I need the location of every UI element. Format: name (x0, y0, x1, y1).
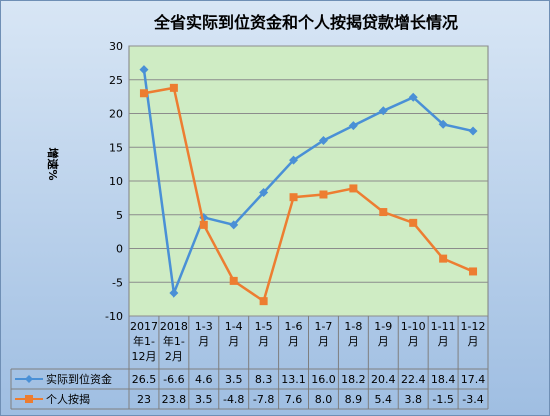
y-tick-label: -10 (105, 310, 123, 323)
data-point (229, 220, 239, 230)
x-tick-label: 2017 (130, 320, 158, 333)
data-point (349, 184, 358, 193)
legend-key-marker (25, 375, 33, 383)
x-tick-label: 月 (468, 335, 479, 348)
data-point (409, 218, 418, 227)
y-tick-label: 15 (109, 141, 123, 154)
data-point (318, 136, 328, 145)
x-tick-label: 月 (318, 335, 329, 348)
y-tick-label: 10 (109, 175, 123, 188)
x-tick-label: 1-10 (401, 320, 426, 333)
data-table-value: 17.4 (461, 373, 486, 386)
data-table-value: 3.5 (225, 373, 243, 386)
y-tick-label: -5 (112, 276, 123, 289)
y-axis-label: 增速% (46, 147, 60, 180)
data-point (348, 121, 358, 131)
x-tick-label: 月 (408, 335, 419, 348)
data-table-value: 20.4 (371, 373, 396, 386)
data-point (169, 288, 179, 298)
x-tick-label: 1-7 (314, 320, 332, 333)
series-line (143, 86, 474, 304)
x-tick-label: 1-12 (461, 320, 486, 333)
x-tick-label: 2月 (165, 350, 183, 363)
legend-entry: 个人按揭 (46, 392, 90, 406)
data-point (319, 190, 328, 199)
data-table-value: -7.8 (253, 393, 274, 406)
data-table-value: 13.1 (281, 373, 306, 386)
x-tick-label: 1-4 (225, 320, 243, 333)
data-table-value: 5.4 (375, 393, 393, 406)
data-table-value: 3.5 (195, 393, 213, 406)
data-table-value: 26.5 (132, 373, 157, 386)
data-table-value: 23.8 (162, 393, 187, 406)
data-table-value: 4.6 (195, 373, 213, 386)
y-tick-label: 25 (109, 74, 123, 87)
x-tick-label: 月 (198, 335, 209, 348)
x-tick-label: 12月 (131, 350, 156, 363)
data-table-value: 7.6 (285, 393, 303, 406)
data-point (139, 89, 148, 98)
data-point (439, 254, 448, 263)
data-point (408, 92, 418, 102)
legend-key-marker (25, 395, 33, 403)
data-table-value: 23 (137, 393, 151, 406)
x-tick-label: 1-8 (344, 320, 362, 333)
x-tick-label: 月 (438, 335, 449, 348)
data-point (259, 297, 268, 306)
chart-title: 全省实际到位资金和个人按揭贷款增长情况 (153, 13, 458, 32)
x-tick-label: 1-11 (431, 320, 456, 333)
data-table-value: -6.6 (163, 373, 184, 386)
data-table-value: -3.4 (462, 393, 483, 406)
x-tick-label: 月 (258, 335, 269, 348)
data-table-value: 8.0 (315, 393, 333, 406)
x-tick-label: 2018 (160, 320, 188, 333)
data-point (289, 193, 298, 202)
x-tick-label: 1-3 (195, 320, 213, 333)
data-point (139, 65, 149, 75)
y-tick-label: 0 (116, 243, 123, 256)
data-point (259, 187, 269, 197)
x-tick-label: 月 (228, 335, 239, 348)
data-table-value: -1.5 (432, 393, 453, 406)
data-table-value: 16.0 (311, 373, 336, 386)
data-table-value: 22.4 (401, 373, 426, 386)
x-tick-label: 年1- (133, 334, 155, 348)
data-table-value: 3.8 (404, 393, 422, 406)
y-tick-label: 20 (109, 108, 123, 121)
data-point (378, 106, 388, 116)
data-point (379, 208, 388, 217)
data-point (199, 220, 208, 229)
data-point (229, 276, 238, 285)
legend-entry: 实际到位资金 (46, 372, 112, 386)
data-table-value: 18.4 (431, 373, 456, 386)
x-tick-label: 年1- (163, 334, 185, 348)
x-tick-label: 月 (378, 335, 389, 348)
x-tick-label: 1-5 (255, 320, 273, 333)
y-tick-label: 5 (116, 209, 123, 222)
data-point (289, 155, 299, 165)
data-point (469, 267, 478, 276)
series-line (142, 69, 474, 298)
y-tick-label: 30 (109, 40, 123, 53)
data-point (438, 119, 448, 129)
x-tick-label: 月 (348, 335, 359, 348)
x-tick-label: 月 (288, 335, 299, 348)
data-table-value: 8.9 (345, 393, 363, 406)
data-table-value: 8.3 (255, 373, 273, 386)
data-table-value: -4.8 (223, 393, 244, 406)
data-table-value: 18.2 (341, 373, 366, 386)
x-tick-label: 1-6 (285, 320, 303, 333)
data-point (468, 126, 478, 136)
x-tick-label: 1-9 (374, 320, 392, 333)
data-point (169, 83, 178, 92)
